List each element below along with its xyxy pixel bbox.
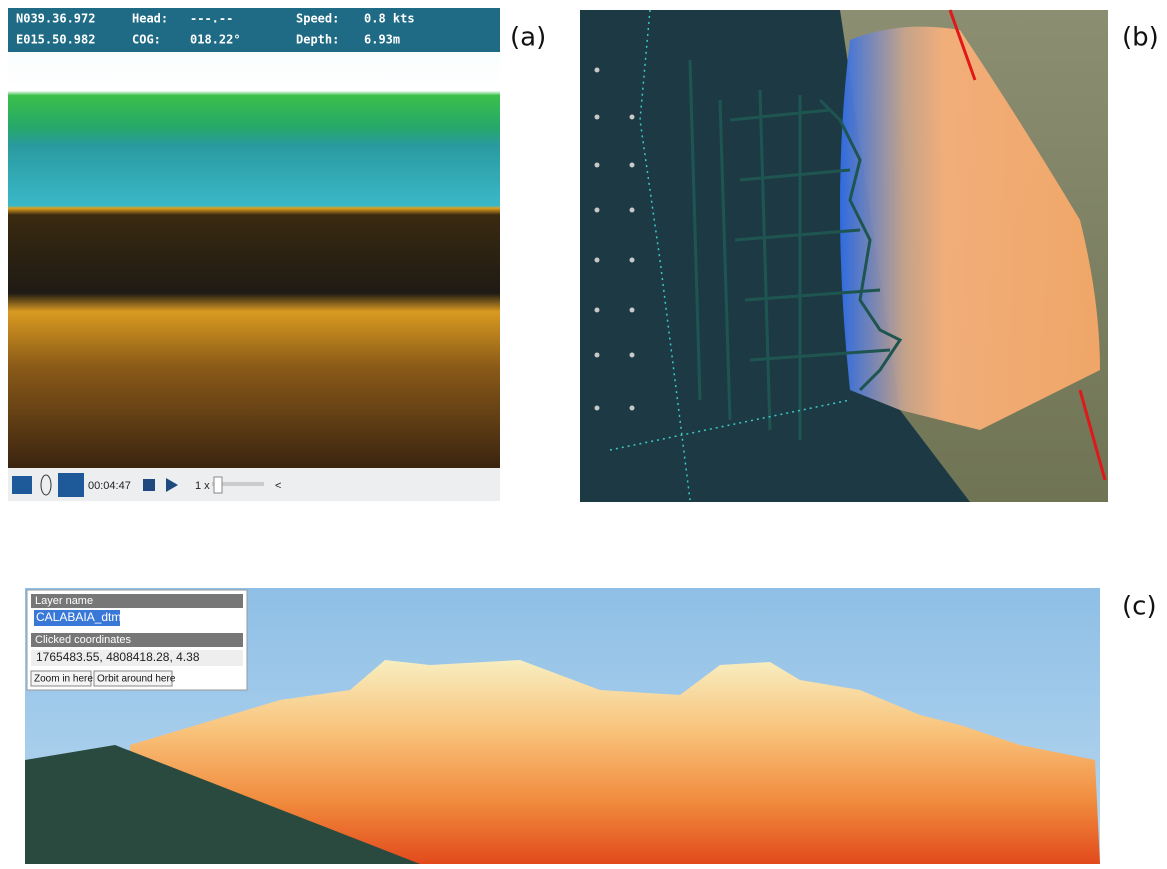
header-field: COG: (132, 33, 161, 47)
grid-dot (595, 406, 600, 411)
panel-label: (b) (1122, 23, 1159, 53)
header-field: Depth: (296, 33, 339, 47)
header-field: 018.22° (190, 33, 241, 47)
grid-dot (595, 353, 600, 358)
layer-name[interactable]: CALABAIA_dtm (36, 610, 121, 624)
panel-label: (a) (510, 23, 546, 53)
playback-time: 00:04:47 (88, 480, 131, 492)
camera-button[interactable] (12, 476, 32, 494)
header-field: Speed: (296, 12, 339, 26)
terrain-panel: Layer name CALABAIA_dtm Clicked coordina… (25, 588, 1100, 864)
panel-label: (c) (1122, 592, 1157, 622)
header-field: E015.50.982 (16, 33, 95, 47)
header-field: N039.36.972 (16, 12, 95, 26)
slider-handle[interactable] (214, 477, 222, 493)
grid-dot (595, 308, 600, 313)
grid-dot (595, 258, 600, 263)
grid-dot (630, 353, 635, 358)
playback-speed: 1 x (195, 480, 210, 492)
figure: N039.36.972 Head: ---.-- Speed: 0.8 kts E015.… (0, 0, 1167, 864)
grid-dot (630, 308, 635, 313)
grid-dot (595, 68, 600, 73)
header-field: Head: (132, 12, 168, 26)
grid-dot (595, 163, 600, 168)
coordinates: 1765483.55, 4808418.28, 4.38 (36, 650, 200, 664)
coordinates-label: Clicked coordinates (35, 634, 131, 646)
map-panel (580, 10, 1108, 502)
grid-dot (630, 406, 635, 411)
header-field: 0.8 kts (364, 12, 415, 26)
grid-dot (630, 163, 635, 168)
orbit-button-label[interactable]: Orbit around here (97, 674, 176, 685)
grid-dot (630, 258, 635, 263)
stop-button[interactable] (143, 479, 155, 491)
header-field: ---.-- (190, 12, 233, 26)
echogram (8, 8, 500, 468)
grid-dot (595, 208, 600, 213)
grid-dot (630, 208, 635, 213)
zoom-button-label[interactable]: Zoom in here (34, 674, 93, 685)
sonar-panel: N039.36.972 Head: ---.-- Speed: 0.8 kts E015.… (8, 8, 500, 501)
grid-dot (630, 115, 635, 120)
grid-dot (595, 115, 600, 120)
ruler-button[interactable] (58, 473, 84, 497)
collapse-button[interactable]: < (275, 480, 281, 492)
header-field: 6.93m (364, 33, 400, 47)
layer-name-label: Layer name (35, 595, 93, 607)
